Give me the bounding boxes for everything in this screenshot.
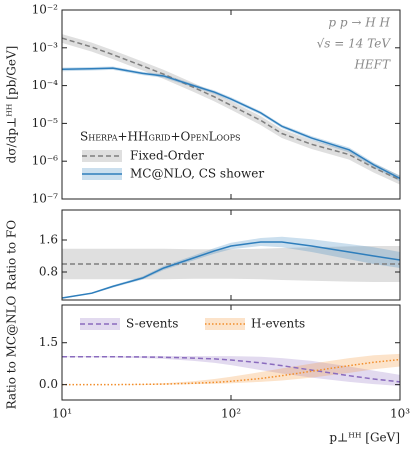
y-tick-label: 1.6 — [39, 233, 58, 247]
x-tick-label: 10¹ — [52, 407, 72, 421]
x-axis-label: p⊥ᴴᴴ [GeV] — [329, 431, 400, 445]
plot-area — [62, 353, 400, 387]
series-line — [62, 241, 400, 299]
y-axis-label: Ratio to MC@NLO — [5, 295, 19, 409]
y-tick-label: 10⁻⁶ — [32, 154, 59, 168]
y-tick-label: 10⁻³ — [32, 40, 59, 54]
legend-label: S-events — [126, 317, 178, 331]
series-line — [62, 355, 400, 383]
x-tick-label: 10² — [221, 407, 241, 421]
plot-area — [62, 236, 400, 299]
y-axis-label: dσ/dp⊥ᴴᴴ [pb/GeV] — [5, 46, 19, 164]
error-band — [62, 356, 400, 387]
error-band — [62, 66, 400, 182]
legend-title: Sherpa+HHgrid+OpenLoops — [80, 130, 241, 144]
y-axis-label: Ratio to FO — [5, 220, 19, 290]
series-line — [62, 37, 400, 181]
annotation: HEFT — [353, 58, 391, 72]
y-tick-label: 10⁻² — [32, 3, 59, 17]
error-band — [62, 34, 400, 185]
y-tick-label: 0.8 — [39, 265, 58, 279]
x-tick-label: 10³ — [390, 407, 410, 421]
error-band — [62, 236, 400, 299]
annotation: √s = 14 TeV — [317, 37, 392, 51]
error-band — [62, 353, 400, 385]
legend-label: MC@NLO, CS shower — [130, 167, 264, 181]
annotation: p p → H H — [328, 16, 390, 30]
y-tick-label: 10⁻⁵ — [32, 116, 59, 130]
series-line — [62, 67, 400, 180]
legend-label: Fixed-Order — [130, 149, 204, 163]
legend-swatch — [205, 318, 245, 330]
y-tick-label: 1.5 — [39, 335, 58, 349]
plot-area — [62, 34, 400, 185]
legend-label: H-events — [251, 317, 305, 331]
y-tick-label: 0.0 — [39, 377, 58, 391]
y-tick-label: 10⁻⁴ — [32, 78, 59, 92]
y-tick-label: 10⁻⁷ — [32, 192, 59, 206]
